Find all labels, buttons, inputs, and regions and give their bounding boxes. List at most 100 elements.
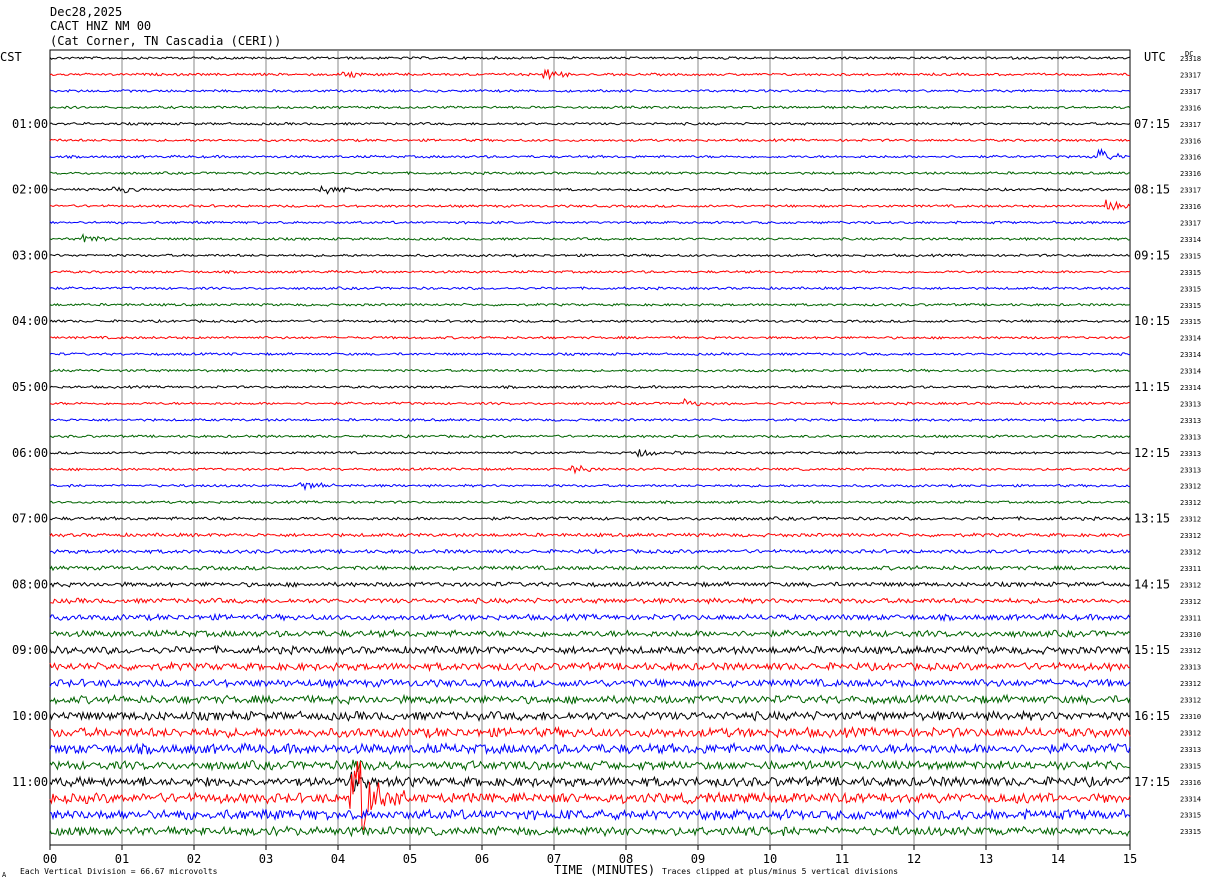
x-tick-label: 06 [475, 852, 489, 866]
utc-hour-label: 13:15 [1134, 512, 1170, 526]
trace-line [50, 628, 1131, 639]
trace-line [49, 761, 1131, 831]
x-tick-label: 03 [259, 852, 273, 866]
cst-hour-label: 09:00 [12, 643, 48, 657]
x-axis-title: TIME (MINUTES) [554, 863, 655, 877]
trace-line [49, 807, 1131, 822]
x-tick-label: 07 [547, 852, 561, 866]
dc-offset-label: 23313 [1180, 664, 1201, 672]
dc-offset-labels: 23318 23317 23317 23316 23317 23316 23316 23316… [1180, 55, 1201, 836]
dc-offset-label: 23313 [1180, 466, 1201, 474]
dc-offset-label: 23312 [1180, 581, 1201, 589]
trace-line [49, 515, 1131, 522]
cst-hour-label: 06:00 [12, 446, 48, 460]
utc-label: UTC [1144, 50, 1166, 64]
trace-line [49, 232, 1131, 243]
utc-hour-label: 09:15 [1134, 248, 1170, 262]
trace-line [49, 170, 1131, 176]
dc-offset-label: 23312 [1180, 647, 1201, 655]
dc-offset-label: 23315 [1180, 252, 1201, 260]
trace-line [49, 709, 1131, 723]
utc-hour-label: 07:15 [1134, 117, 1170, 131]
trace-line [49, 302, 1131, 307]
trace-line [49, 397, 1131, 407]
dc-offset-label: 23316 [1180, 104, 1201, 112]
dc-offset-label: 23312 [1180, 697, 1201, 705]
trace-line [49, 220, 1131, 225]
dc-offset-label: 23311 [1180, 565, 1201, 573]
trace-line [49, 55, 1131, 61]
x-tick-label: 04 [331, 852, 345, 866]
utc-hour-label: 15:15 [1134, 643, 1170, 657]
dc-offset-label: 23313 [1180, 450, 1201, 458]
trace-line [49, 253, 1131, 258]
dc-offset-label: 23317 [1180, 187, 1201, 195]
trace-line [49, 184, 1131, 195]
dc-offset-label: 23313 [1180, 417, 1201, 425]
trace-line [49, 464, 1131, 475]
dc-offset-label: 23312 [1180, 549, 1201, 557]
dc-offset-label: 23317 [1180, 71, 1201, 79]
x-tick-label: 14 [1051, 852, 1065, 866]
dc-offset-label: 23315 [1180, 285, 1201, 293]
trace-line [49, 368, 1131, 373]
dc-offset-label: 23314 [1180, 236, 1201, 244]
dc-offset-label: 23316 [1180, 779, 1201, 787]
utc-hour-label: 16:15 [1134, 709, 1170, 723]
trace-line [49, 138, 1131, 143]
trace-line [49, 384, 1130, 390]
dc-offset-label: 23310 [1180, 631, 1201, 639]
dc-offset-label: 23314 [1180, 368, 1201, 376]
corner-mark: A [2, 871, 7, 879]
scale-note: Each Vertical Division = 66.67 microvolt… [20, 867, 218, 876]
cst-hour-label: 11:00 [12, 775, 48, 789]
trace-line [49, 500, 1130, 505]
dc-offset-label: 23312 [1180, 532, 1201, 540]
cst-hour-label: 04:00 [12, 314, 48, 328]
trace-line [49, 286, 1131, 291]
plot-frame [49, 49, 1131, 846]
trace-line [49, 771, 1131, 793]
dc-offset-label: 23315 [1180, 812, 1201, 820]
x-tick-label: 15 [1123, 852, 1137, 866]
dc-offset-label: 23314 [1180, 335, 1201, 343]
dc-label: DC [1185, 50, 1193, 58]
trace-line [49, 564, 1131, 572]
cst-hour-label: 03:00 [12, 248, 48, 262]
dc-offset-label: 23315 [1180, 302, 1201, 310]
location-label: (Cat Corner, TN Cascadia (CERI)) [50, 34, 281, 48]
dc-offset-label: 23317 [1180, 220, 1201, 228]
trace-line [49, 580, 1131, 588]
dc-offset-label: 23312 [1180, 680, 1201, 688]
trace-line [49, 612, 1131, 623]
trace-line [49, 121, 1131, 126]
dc-offset-label: 23312 [1180, 483, 1201, 491]
trace-line [49, 677, 1131, 689]
dc-offset-label: 23312 [1180, 598, 1201, 606]
utc-hour-label: 12:15 [1134, 446, 1170, 460]
trace-line [49, 825, 1131, 838]
trace-line [49, 88, 1131, 93]
cst-label: CST [0, 50, 22, 64]
trace-line [49, 660, 1130, 673]
date-label: Dec28,2025 [50, 5, 122, 19]
traces-group [49, 55, 1131, 838]
utc-hour-label: 10:15 [1134, 314, 1170, 328]
trace-line [49, 199, 1131, 211]
utc-hour-label: 17:15 [1134, 775, 1170, 789]
right-hour-labels: 07:15 08:15 09:15 10:15 11:15 12:15 13:15 14:15… [1134, 117, 1170, 789]
trace-line [49, 269, 1131, 275]
trace-line [49, 318, 1131, 324]
dc-offset-label: 23312 [1180, 729, 1201, 737]
trace-line [49, 548, 1131, 555]
dc-offset-label: 23315 [1180, 762, 1201, 770]
utc-hour-label: 11:15 [1134, 380, 1170, 394]
cst-hour-label: 10:00 [12, 709, 48, 723]
x-tick-label: 00 [43, 852, 57, 866]
x-tick-label: 12 [907, 852, 921, 866]
trace-line [49, 693, 1131, 706]
station-label: CACT HNZ NM 00 [50, 19, 151, 33]
dc-offset-label: 23314 [1180, 384, 1201, 392]
x-tick-label: 01 [115, 852, 129, 866]
